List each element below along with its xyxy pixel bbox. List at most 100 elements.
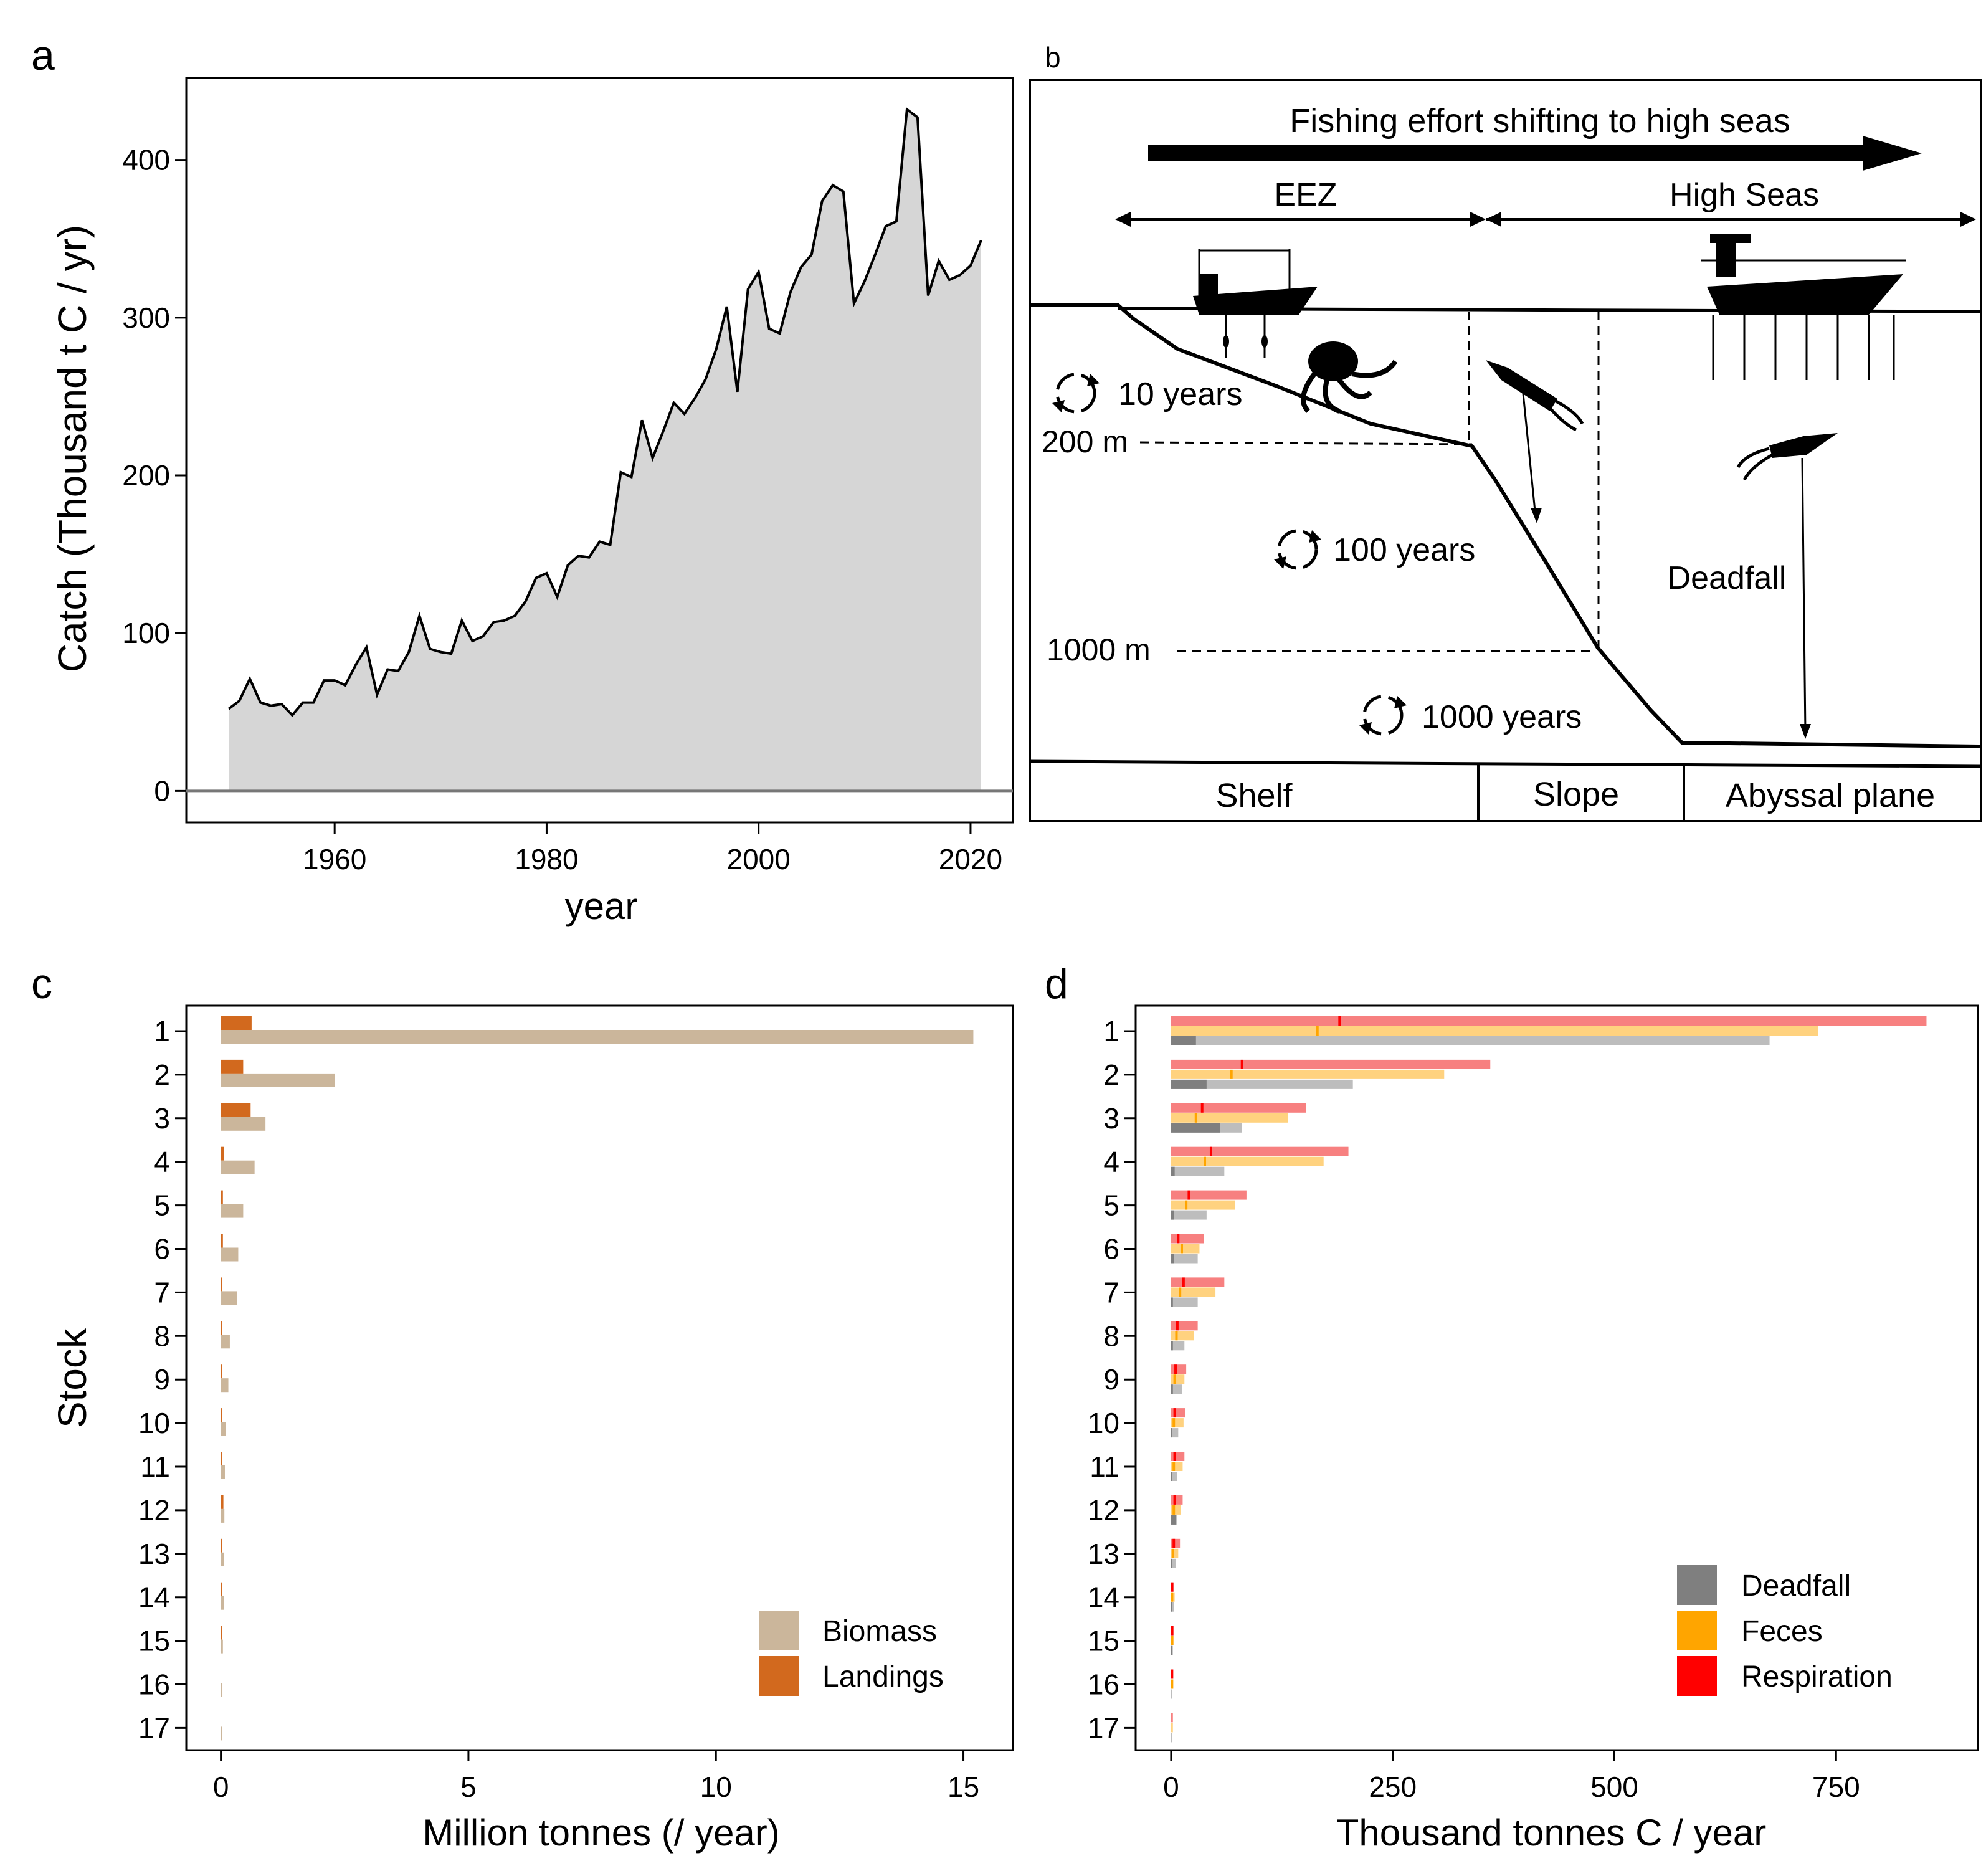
deadfall-bar bbox=[1171, 1689, 1172, 1699]
biomass-bar bbox=[221, 1117, 266, 1131]
landings-bar bbox=[221, 1059, 244, 1074]
deadfall-bar bbox=[1171, 1166, 1225, 1176]
respiration-bar bbox=[1171, 1364, 1187, 1374]
y-tick-label: 0 bbox=[154, 774, 170, 807]
y-tick-label: 2 bbox=[154, 1059, 170, 1091]
respiration-marker bbox=[1173, 1452, 1176, 1461]
y-tick-label: 13 bbox=[138, 1538, 170, 1570]
respiration-marker bbox=[1182, 1277, 1185, 1287]
feces-bar bbox=[1171, 1113, 1288, 1123]
respiration-marker bbox=[1173, 1495, 1176, 1505]
respiration-marker bbox=[1200, 1103, 1204, 1113]
feces-bar bbox=[1171, 1026, 1818, 1036]
legend-respiration-label: Respiration bbox=[1741, 1660, 1893, 1693]
y-tick-label: 8 bbox=[154, 1320, 170, 1352]
panel-a-xlabel: year bbox=[565, 885, 638, 927]
zone-row-line bbox=[1029, 759, 1982, 768]
respiration-bar bbox=[1171, 1146, 1349, 1156]
catch-line bbox=[227, 107, 982, 717]
fishing-effort-arrow bbox=[1148, 145, 1865, 161]
respiration-bar bbox=[1171, 1452, 1185, 1461]
biomass-bar bbox=[221, 1726, 222, 1741]
y-tick-label: 4 bbox=[1103, 1146, 1119, 1178]
x-tick-label: 10 bbox=[700, 1771, 732, 1803]
deadfall-bar bbox=[1171, 1733, 1172, 1743]
respiration-bar bbox=[1171, 1103, 1306, 1113]
x-tick-label: 0 bbox=[1163, 1771, 1179, 1803]
deadfall-inner-bar bbox=[1171, 1210, 1174, 1220]
respiration-bar bbox=[1171, 1234, 1204, 1244]
deadfall-bar bbox=[1171, 1297, 1198, 1307]
y-tick-label: 13 bbox=[1088, 1538, 1119, 1570]
deadfall-bar bbox=[1171, 1384, 1182, 1394]
deadfall-bar bbox=[1171, 1428, 1179, 1438]
deadfall-inner-bar bbox=[1171, 1166, 1175, 1176]
high-seas-arrowhead-left bbox=[1486, 212, 1501, 227]
feces-marker bbox=[1171, 1636, 1174, 1645]
legend-biomass-swatch bbox=[759, 1611, 799, 1650]
y-tick-label: 4 bbox=[154, 1146, 170, 1178]
respiration-bar bbox=[1171, 1016, 1927, 1026]
y-tick-label: 7 bbox=[1103, 1276, 1119, 1308]
deadfall-arrow bbox=[1801, 457, 1807, 733]
feces-marker bbox=[1171, 1679, 1174, 1689]
panel-c-ylabel: Stock bbox=[50, 1328, 95, 1428]
deadfall-inner-bar bbox=[1171, 1428, 1172, 1438]
legend-deadfall-swatch bbox=[1677, 1565, 1717, 1605]
panel-label-d: d bbox=[1045, 960, 1068, 1007]
landings-bar bbox=[221, 1582, 222, 1596]
x-tick-label: 2020 bbox=[939, 843, 1002, 875]
y-tick-label: 15 bbox=[138, 1625, 170, 1657]
x-tick-label: 2000 bbox=[727, 843, 791, 875]
y-tick-label: 300 bbox=[122, 302, 170, 334]
respiration-marker bbox=[1171, 1669, 1174, 1679]
biomass-bar bbox=[221, 1552, 224, 1566]
deadfall-inner-bar bbox=[1171, 1472, 1172, 1481]
cycle-icon bbox=[1274, 529, 1321, 570]
respiration-bar bbox=[1171, 1190, 1247, 1200]
cycle-icon bbox=[1359, 695, 1407, 736]
deadfall-inner-bar bbox=[1171, 1645, 1172, 1655]
deadfall-bar bbox=[1171, 1210, 1207, 1220]
y-tick-label: 16 bbox=[138, 1669, 170, 1701]
respiration-bar bbox=[1171, 1713, 1173, 1723]
deadfall-inner-bar bbox=[1171, 1036, 1196, 1045]
y-tick-label: 3 bbox=[154, 1102, 170, 1135]
y-tick-label: 14 bbox=[1088, 1581, 1119, 1614]
panel-c-xlabel: Million tonnes (/ year) bbox=[422, 1812, 780, 1854]
respiration-marker bbox=[1240, 1059, 1243, 1069]
deadfall-bar bbox=[1171, 1558, 1176, 1568]
landings-bar bbox=[221, 1538, 222, 1553]
depth-200-line bbox=[1139, 441, 1473, 445]
legend-biomass-label: Biomass bbox=[822, 1615, 937, 1648]
x-tick-label: 750 bbox=[1812, 1771, 1860, 1803]
legend-feces-swatch bbox=[1677, 1611, 1717, 1650]
landings-bar bbox=[221, 1190, 223, 1204]
respiration-marker bbox=[1338, 1016, 1341, 1026]
deadfall-inner-bar bbox=[1171, 1254, 1174, 1264]
landings-bar bbox=[221, 1408, 222, 1422]
y-tick-label: 10 bbox=[138, 1407, 170, 1439]
feces-marker bbox=[1172, 1505, 1176, 1515]
feces-marker bbox=[1185, 1200, 1188, 1210]
biomass-bar bbox=[221, 1683, 223, 1697]
respiration-bar bbox=[1171, 1408, 1185, 1418]
sinking-arrow bbox=[1521, 381, 1537, 518]
feces-marker bbox=[1175, 1331, 1178, 1341]
deadfall-bar bbox=[1171, 1254, 1198, 1264]
landings-bar bbox=[221, 1103, 251, 1117]
landings-bar bbox=[221, 1364, 222, 1379]
respiration-marker bbox=[1177, 1234, 1180, 1244]
deadfall-bar bbox=[1171, 1602, 1174, 1612]
y-tick-label: 15 bbox=[1088, 1625, 1119, 1657]
biomass-bar bbox=[221, 1422, 226, 1436]
respiration-bar bbox=[1171, 1495, 1183, 1505]
zone-abyssal-label: Abyssal plane bbox=[1726, 777, 1935, 814]
legend-landings-swatch bbox=[759, 1656, 799, 1696]
biomass-bar bbox=[221, 1335, 230, 1349]
respiration-bar bbox=[1171, 1321, 1198, 1331]
deadfall-bar bbox=[1171, 1036, 1770, 1045]
y-tick-label: 17 bbox=[1088, 1712, 1119, 1744]
depth-200-label: 200 m bbox=[1042, 424, 1128, 459]
